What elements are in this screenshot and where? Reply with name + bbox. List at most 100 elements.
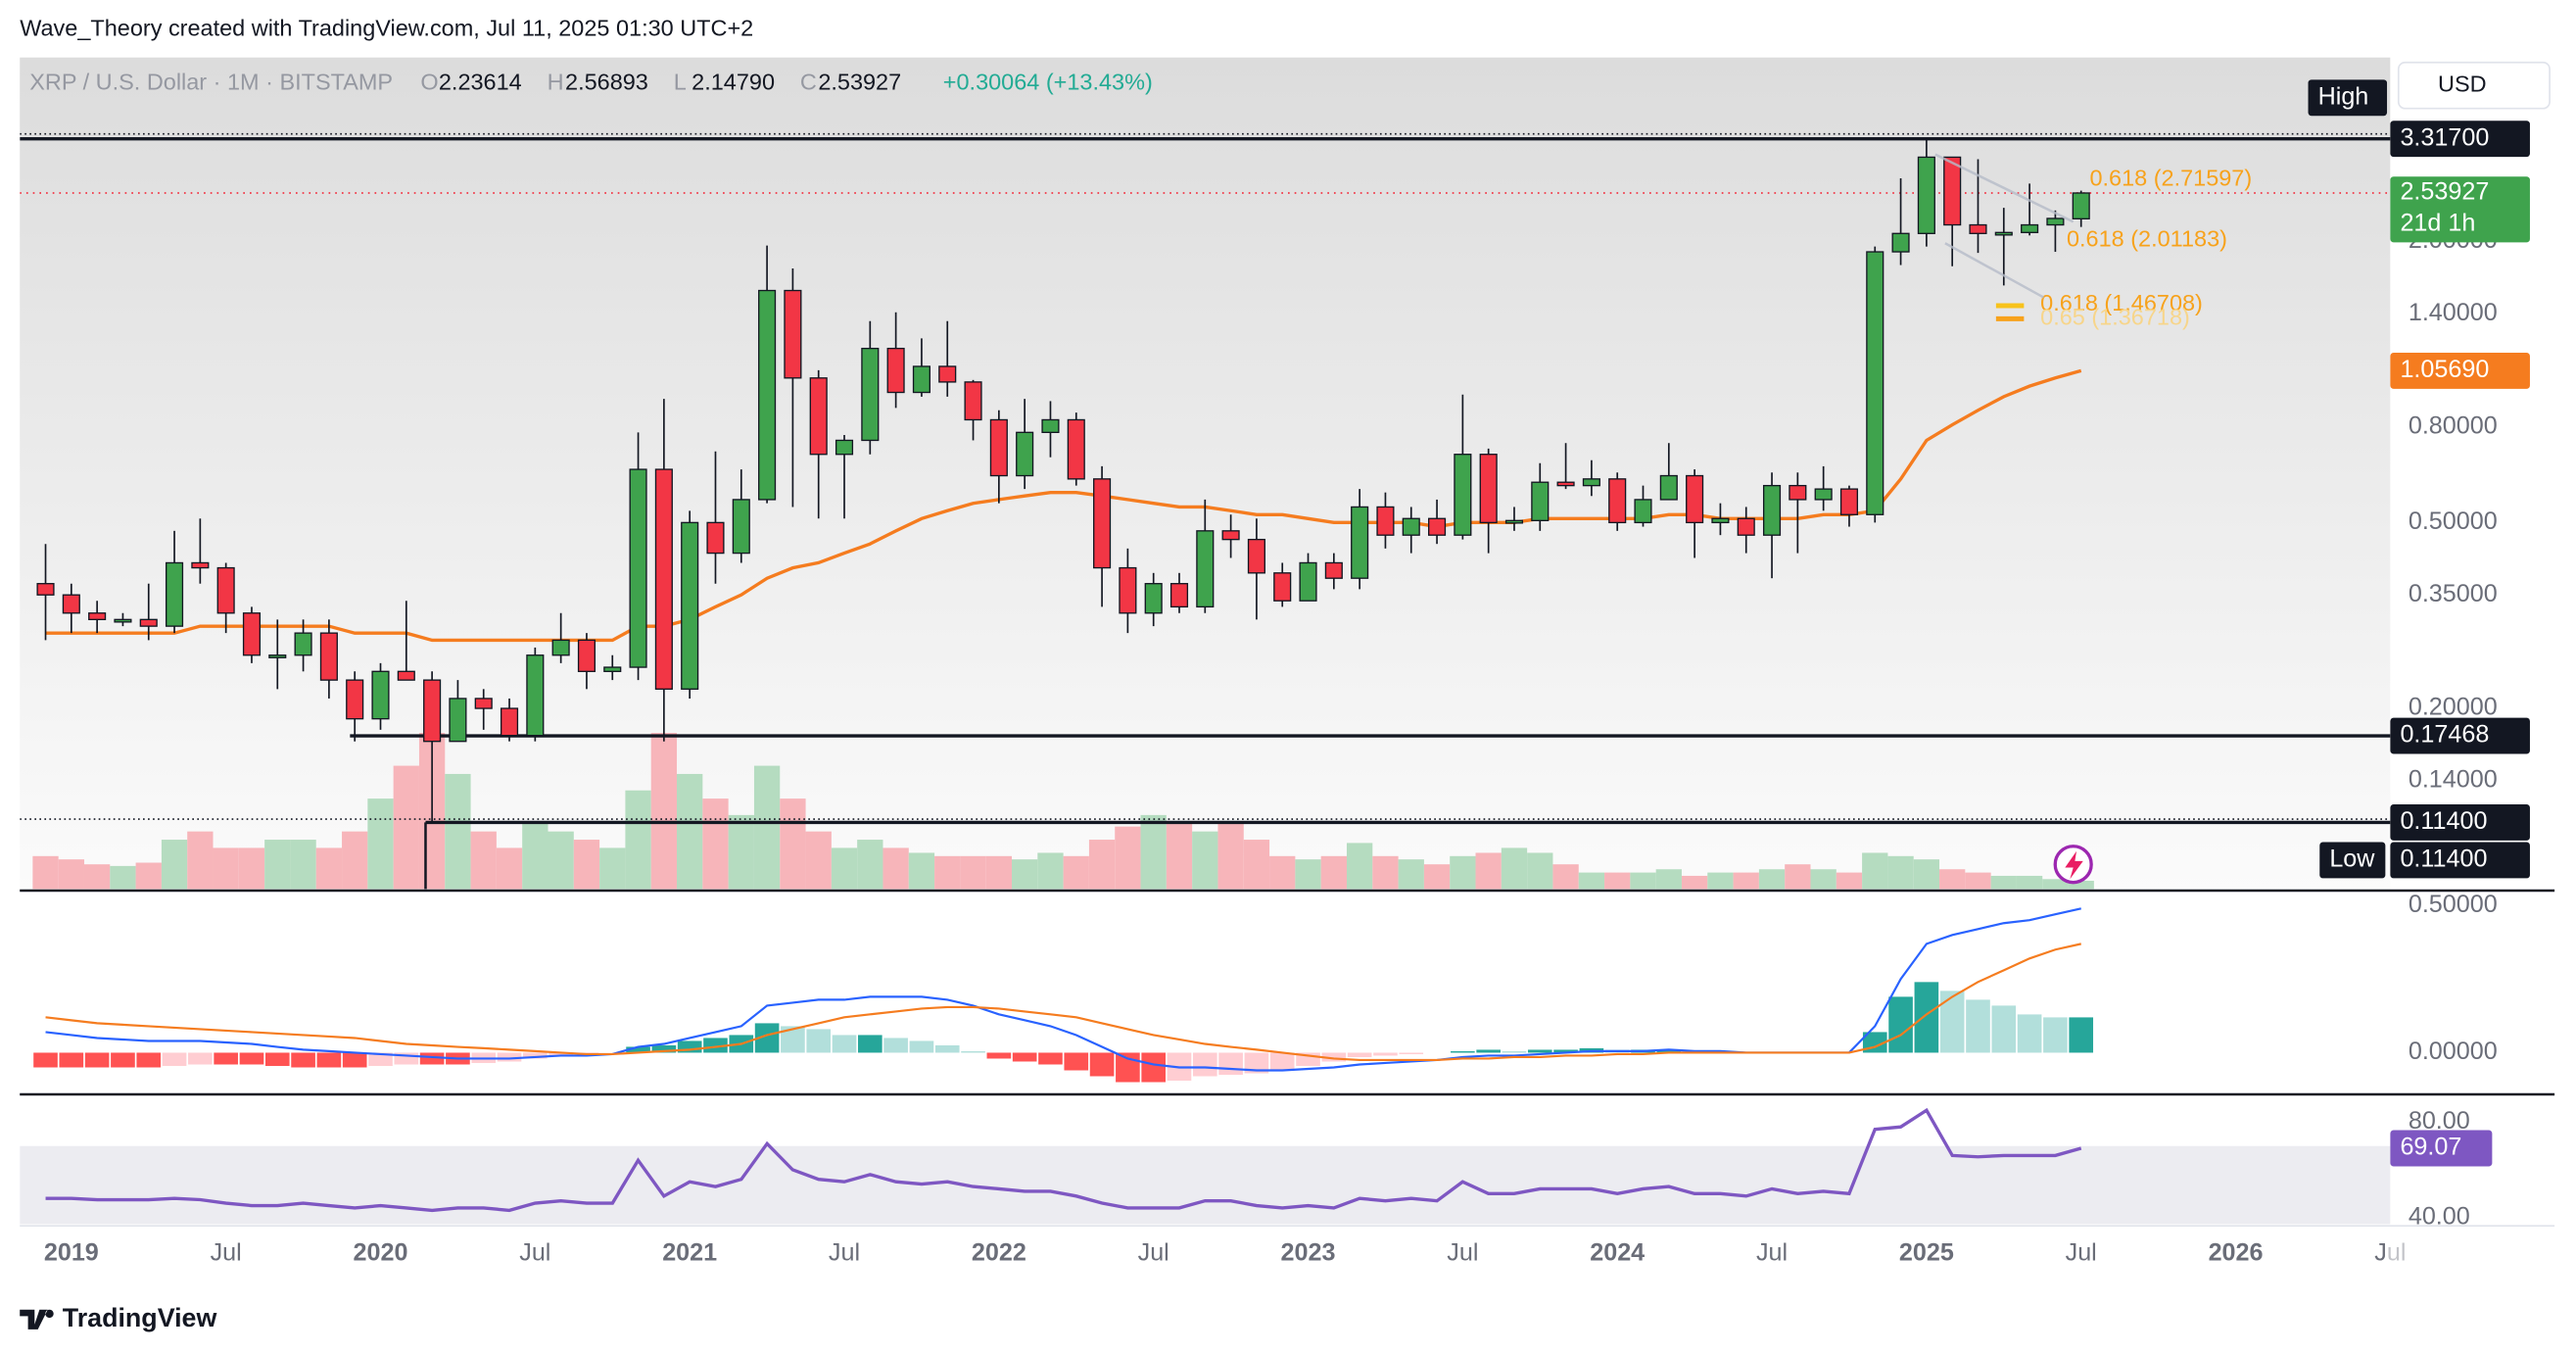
y-tick-label: 80.00 [2409,1107,2470,1135]
x-tick-label: Jul [2066,1238,2097,1266]
macd-histogram-bar [1012,1052,1037,1062]
volume-bar [1913,859,1940,890]
macd-histogram-bar [1218,1052,1243,1075]
volume-bar [1758,869,1786,890]
candle-body [62,594,80,614]
volume-bar [342,831,368,890]
y-tick-label: 0.80000 [2409,412,2498,440]
candle-body [886,347,905,394]
candle-body [423,679,442,743]
alert-bolt[interactable] [2065,850,2083,880]
candle-body [861,347,880,442]
macd-histogram-bar [1939,991,1965,1053]
macd-histogram-bar [1399,1052,1424,1054]
candle-body [1891,232,1910,253]
candle-body [551,639,570,656]
rsi-band [20,1145,2391,1225]
ohlc-key: L [674,70,687,95]
currency-button[interactable] [2397,61,2551,110]
macd-histogram-bar [291,1052,315,1068]
volume-bar [1630,872,1656,890]
candle-body [1479,454,1498,524]
high-tag-box [2308,79,2388,117]
volume-bar [625,790,651,890]
volume-bar [161,840,188,890]
candle-body [1711,517,1730,524]
volume-bar [1269,855,1296,890]
macd-histogram-bar [806,1029,832,1053]
currency[interactable]: USD [2438,71,2487,96]
macd-histogram-bar [1116,1052,1140,1083]
volume-bar [1346,843,1373,890]
macd-histogram-bar [84,1052,110,1068]
high-tag: High [2318,82,2369,110]
candle-body [2046,218,2065,226]
y-tick-label: 0.35000 [2409,580,2498,607]
candle-body [964,381,982,421]
wedge-line [1944,242,2045,299]
ma-label: 1.05690 [2400,356,2489,383]
volume-bar [1707,872,1734,890]
candle-body [1454,454,1472,536]
volume-bar [780,798,806,890]
price-axis [2390,57,2555,1282]
macd-histogram-bar [703,1038,728,1053]
level-label-box [2390,717,2530,754]
rsi-last-label: 69.07 [2400,1134,2461,1161]
level-label: 0.17468 [2400,721,2489,749]
volume-bar [728,814,754,890]
y-tick-label: 1.40000 [2409,299,2498,326]
macd-histogram-bar [1914,982,1939,1053]
level-label-box [2390,803,2530,841]
macd-histogram-bar [1656,1049,1682,1053]
ohlc-key: O [420,70,438,95]
volume-bar [1192,831,1218,890]
volume-bar [1990,875,2017,890]
candle-body [1943,156,1962,226]
candle-body [732,499,750,555]
volume-bar [1552,864,1579,890]
y-tick-label: 0.50000 [2409,508,2498,535]
candle-body [346,679,364,720]
candle-body [2021,223,2039,233]
volume-bar [135,862,162,890]
volume-bar [1398,859,1424,890]
volume-bar [1012,859,1038,890]
volume-bar [1320,855,1347,890]
ohlc-value: 2.23614 [439,70,522,95]
candle-body [1582,478,1600,487]
volume-bar [83,864,111,890]
macd-histogram-bar [1321,1052,1347,1062]
ohlc-value: 2.56893 [565,70,648,95]
macd-histogram-bar [188,1052,213,1065]
candle-body [784,289,802,379]
alert-icon[interactable] [2053,845,2093,885]
macd-histogram-bar [961,1050,985,1053]
candle-body [114,618,132,623]
volume-bar [1862,852,1888,890]
y-tick-label: 0.14000 [2409,766,2498,794]
macd-histogram-bar [1451,1050,1475,1053]
macd-histogram-bar [909,1040,934,1053]
volume-bar [908,852,935,890]
macd-histogram-bar [1269,1052,1295,1071]
candle-body [1866,251,1884,515]
candle-body [294,632,312,656]
candle-body [1814,488,1833,501]
macd-histogram-bar [342,1052,367,1068]
candle-body [216,566,235,614]
volume-bar [522,823,549,890]
brand-name: TradingView [63,1303,217,1332]
volume-bar [58,859,84,890]
candle-body [938,365,957,383]
x-tick-label: 2020 [354,1238,408,1266]
last-box [2390,176,2530,243]
fib-label: 0.618 (2.71597) [2089,165,2252,190]
low-label-box [2390,842,2530,879]
volume-bar [1965,872,1991,890]
candle-body [36,583,55,596]
macd-histogram-bar [1038,1052,1063,1065]
candle-body [989,418,1008,477]
macd-histogram-bar [316,1052,342,1068]
